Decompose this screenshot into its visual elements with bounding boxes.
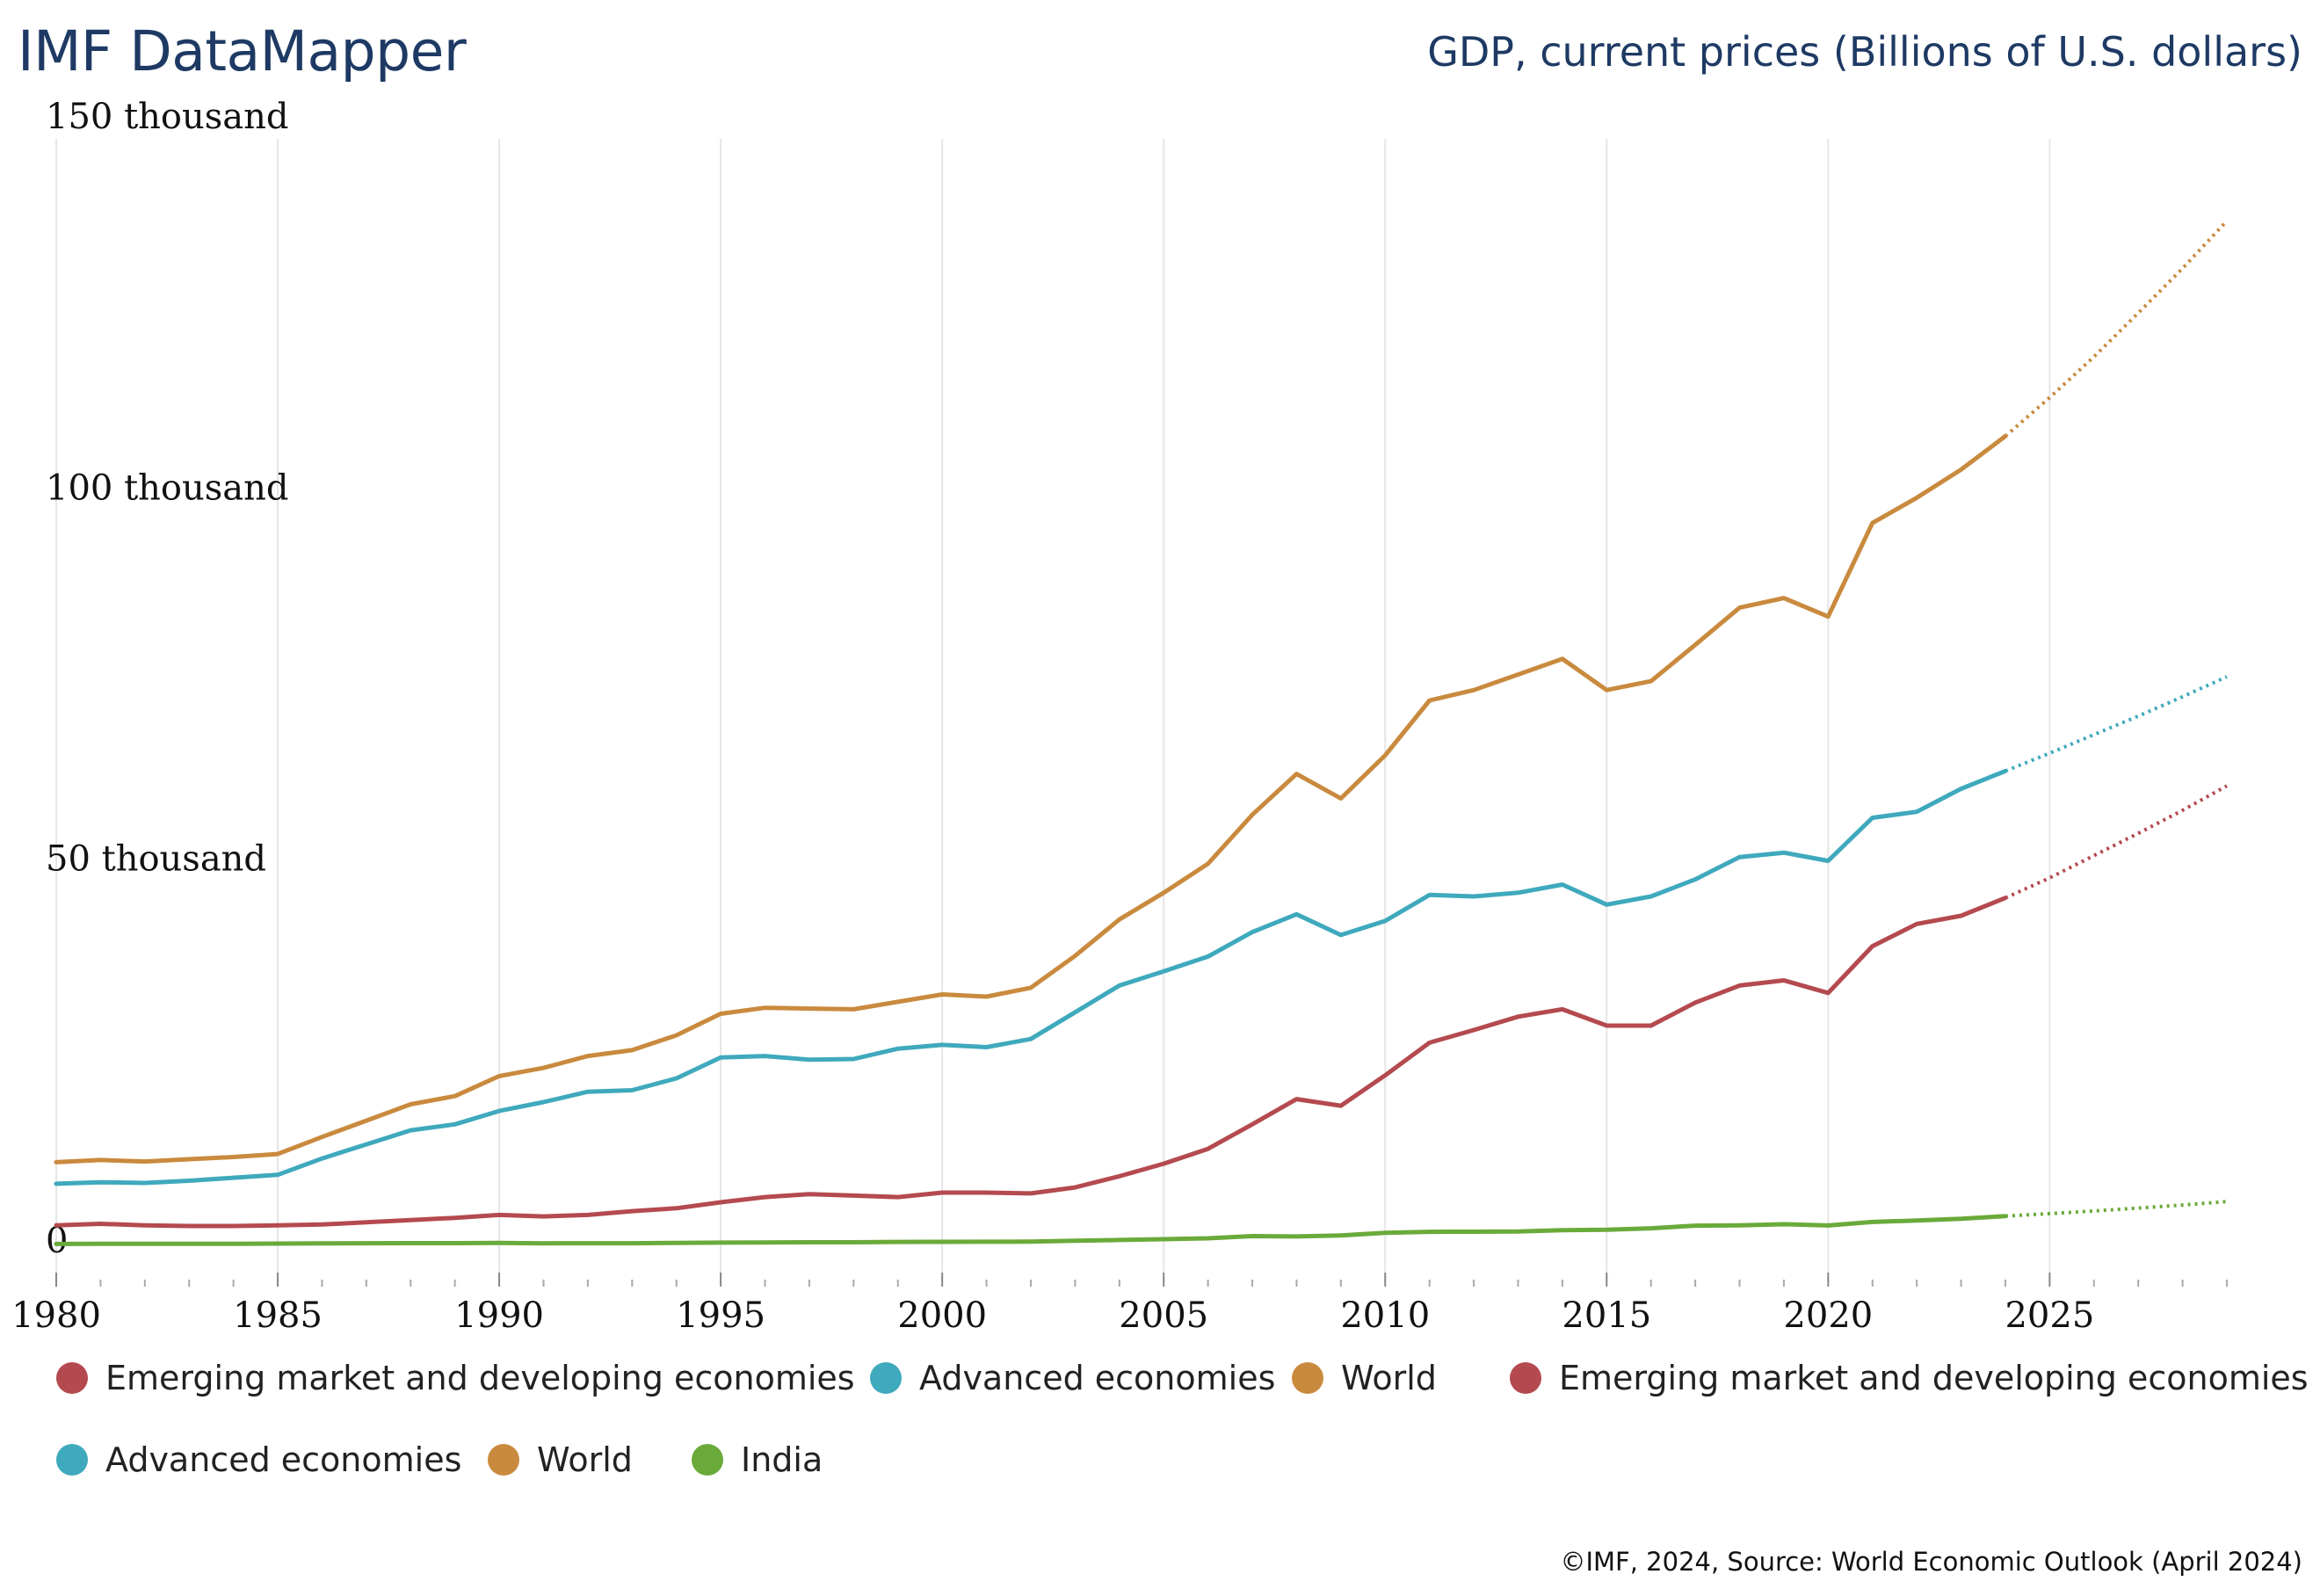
legend-label: India: [741, 1440, 823, 1479]
series-line-emerging-market-and-developing-economies: [54, 896, 2008, 1229]
series-projection-india: [2005, 1200, 2228, 1218]
legend-marker: [692, 1444, 723, 1476]
y-tick-label: 50 thousand: [46, 839, 266, 880]
x-tick-label: 1995: [676, 1295, 765, 1336]
x-tick-label: 1990: [454, 1295, 544, 1336]
x-tick-label: 2020: [1783, 1295, 1873, 1336]
series-projection-world: [2004, 220, 2229, 438]
legend-label: Emerging market and developing economies: [105, 1359, 855, 1397]
legend-item[interactable]: World: [488, 1440, 633, 1479]
legend-label: Advanced economies: [105, 1440, 461, 1479]
legend-item[interactable]: Advanced economies: [870, 1359, 1275, 1397]
grid-lines: [55, 139, 2051, 1283]
legend-item[interactable]: India: [692, 1440, 823, 1479]
series-line-india: [54, 1214, 2008, 1246]
series-line-world: [54, 433, 2008, 1164]
series-line-advanced-economies: [54, 768, 2008, 1186]
legend-item[interactable]: World: [1292, 1359, 1437, 1397]
legend-marker: [56, 1362, 88, 1394]
legend-item[interactable]: Emerging market and developing economies: [56, 1359, 855, 1397]
x-axis: 1980 1985 1990 1995 2000 2005 2010 2015 2020 2025: [11, 1273, 2228, 1336]
legend-marker: [488, 1444, 519, 1476]
series-projection-emerging-market-and-developing-economies: [2005, 784, 2228, 900]
x-tick-label: 1980: [11, 1295, 101, 1336]
legend-item[interactable]: Emerging market and developing economies: [1510, 1359, 2309, 1397]
legend[interactable]: Emerging market and developing economies…: [56, 1359, 2309, 1479]
x-tick-label: 2005: [1119, 1295, 1208, 1336]
legend-item[interactable]: Advanced economies: [56, 1440, 461, 1479]
legend-label: Advanced economies: [919, 1359, 1275, 1397]
legend-label: World: [537, 1440, 633, 1479]
legend-marker: [56, 1444, 88, 1476]
chart-title: GDP, current prices (Billions of U.S. do…: [1427, 28, 2302, 76]
x-tick-label: 2010: [1340, 1295, 1430, 1336]
legend-marker: [1292, 1362, 1323, 1394]
x-tick-label: 1985: [233, 1295, 323, 1336]
y-tick-label: 100 thousand: [46, 468, 288, 508]
y-tick-label: 150 thousand: [46, 97, 288, 137]
source-credit: ©IMF, 2024, Source: World Economic Outlo…: [1560, 1547, 2302, 1577]
legend-marker: [870, 1362, 902, 1394]
x-tick-label: 2025: [2005, 1295, 2094, 1336]
legend-marker: [1510, 1362, 1541, 1394]
series-projection-advanced-economies: [2005, 675, 2228, 773]
series-lines: [54, 220, 2229, 1246]
x-tick-label: 2015: [1562, 1295, 1651, 1336]
x-tick-label: 2000: [897, 1295, 987, 1336]
legend-label: Emerging market and developing economies: [1559, 1359, 2309, 1397]
brand-title: IMF DataMapper: [18, 19, 467, 83]
legend-label: World: [1341, 1359, 1437, 1397]
